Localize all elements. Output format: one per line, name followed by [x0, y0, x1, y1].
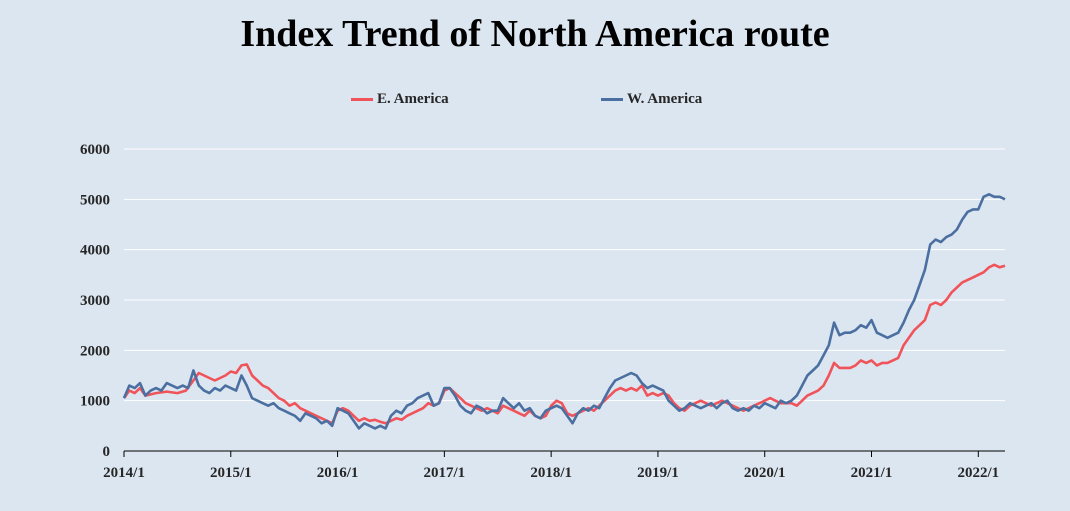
legend-label-w-america: W. America [627, 90, 703, 107]
x-tick-label-2018/1: 2018/1 [530, 465, 572, 481]
x-tick-label-2014/1: 2014/1 [103, 465, 145, 481]
y-tick-label-1000: 1000 [80, 394, 110, 410]
y-tick-label-3000: 3000 [80, 293, 110, 309]
gridlines [124, 148, 1005, 402]
series-line-w-america [122, 193, 1006, 430]
x-tick-label-2015/1: 2015/1 [210, 465, 252, 481]
series-line-e-america [122, 263, 1006, 425]
legend-swatch-w-america [601, 97, 623, 101]
x-tick-label-2017/1: 2017/1 [424, 465, 466, 481]
y-tick-label-0: 0 [103, 444, 111, 460]
x-tick-label-2019/1: 2019/1 [637, 465, 679, 481]
legend-item-w-america: W. America [601, 89, 702, 109]
x-axis: 2014/1 2015/1 2016/1 2017/1 2018/1 2019/1 2020… [103, 450, 1005, 481]
y-tick-label-2000: 2000 [80, 343, 110, 359]
legend-label-e-america: E. America [377, 90, 449, 107]
series-lines [122, 193, 1006, 430]
y-axis-ticks: 0 1000 2000 3000 4000 5000 6000 [80, 142, 110, 460]
y-tick-label-6000: 6000 [80, 142, 110, 158]
x-tick-label-2021/1: 2021/1 [851, 465, 893, 481]
x-tick-label-2016/1: 2016/1 [317, 465, 359, 481]
x-tick-label-2020/1: 2020/1 [744, 465, 786, 481]
y-tick-label-5000: 5000 [80, 192, 110, 208]
x-tick-label-2022/1: 2022/1 [957, 465, 999, 481]
chart-title: Index Trend of North America route [240, 13, 830, 55]
y-tick-label-4000: 4000 [80, 243, 110, 259]
legend-swatch-e-america [351, 97, 373, 101]
legend-item-e-america: E. America [351, 89, 449, 109]
